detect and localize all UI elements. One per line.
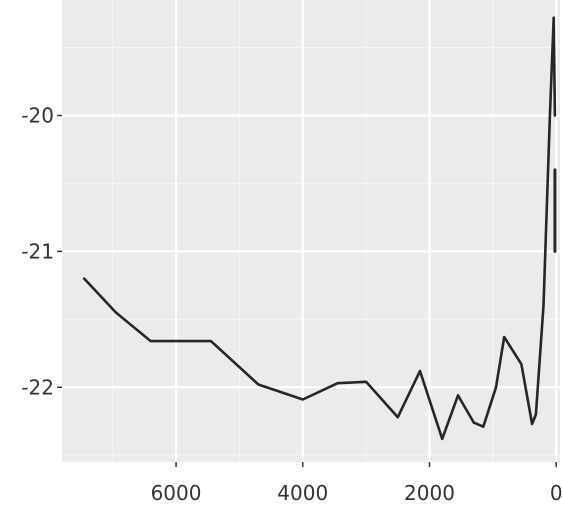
x-axis-tick-labels: 6000 4000 2000 0 (151, 481, 562, 505)
y-tick-label: -20 (21, 104, 54, 128)
x-tick-label: 0 (550, 481, 562, 505)
x-tick-label: 2000 (404, 481, 455, 505)
x-tick-label: 6000 (151, 481, 202, 505)
plot-panel (62, 0, 560, 462)
axis-ticks (57, 114, 557, 467)
major-gridlines (62, 0, 560, 462)
y-tick-label: -22 (21, 375, 54, 399)
x-tick-label: 4000 (277, 481, 328, 505)
y-axis-tick-labels: -20 -21 -22 (21, 104, 54, 400)
series-layer (82, 16, 557, 441)
series-line-0 (82, 16, 557, 441)
minor-gridlines (62, 0, 560, 462)
y-tick-label: -21 (21, 239, 54, 263)
